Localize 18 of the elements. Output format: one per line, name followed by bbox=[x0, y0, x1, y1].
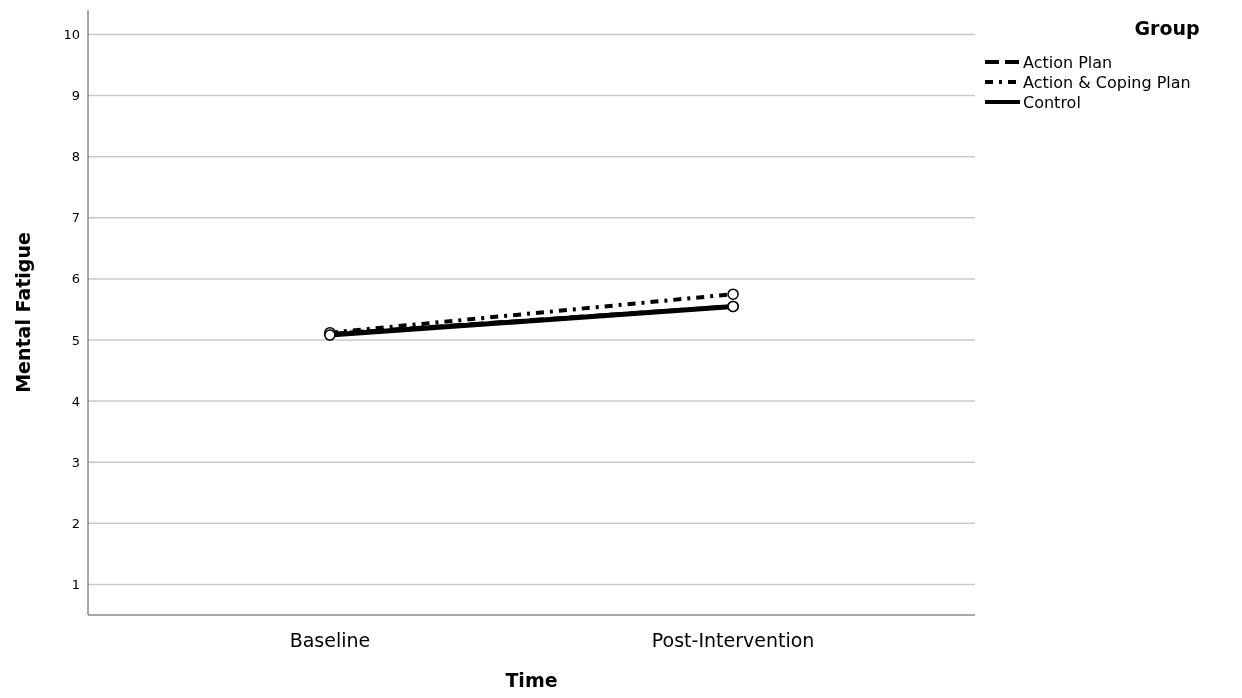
y-tick-label: 8 bbox=[71, 149, 80, 165]
y-tick-label: 2 bbox=[71, 515, 80, 531]
y-tick-label: 3 bbox=[71, 454, 80, 470]
y-axis-title: Mental Fatigue bbox=[12, 232, 34, 393]
x-axis-title: Time bbox=[505, 669, 558, 691]
y-tick-label: 4 bbox=[71, 393, 80, 409]
y-tick-label: 9 bbox=[71, 88, 80, 104]
y-tick-label: 1 bbox=[71, 576, 80, 592]
legend-label: Control bbox=[1023, 92, 1081, 112]
y-tick-label: 5 bbox=[71, 332, 80, 348]
legend-label: Action & Coping Plan bbox=[1023, 72, 1191, 92]
legend-label: Action Plan bbox=[1023, 52, 1113, 72]
y-tick-label: 10 bbox=[63, 26, 80, 42]
y-tick-label: 7 bbox=[71, 210, 80, 226]
x-tick-label: Baseline bbox=[289, 629, 371, 651]
x-tick-label: Post-Intervention bbox=[651, 629, 815, 651]
y-tick-label: 6 bbox=[71, 271, 80, 287]
legend-title: Group bbox=[1134, 17, 1200, 39]
